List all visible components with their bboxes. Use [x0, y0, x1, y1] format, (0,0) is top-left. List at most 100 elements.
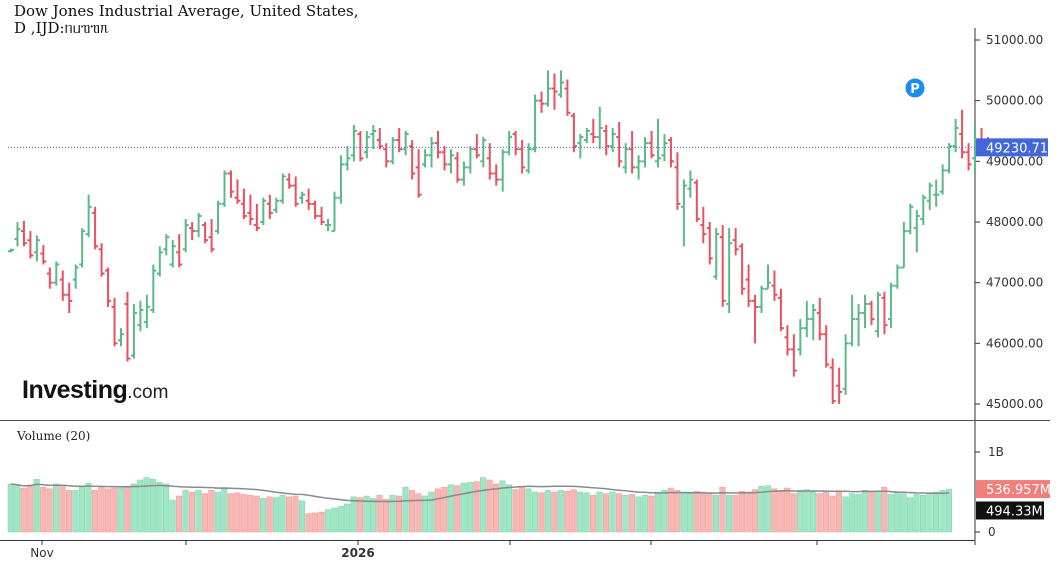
ohlc-bar [693, 179, 700, 222]
volume-bar [344, 503, 351, 533]
volume-bar [350, 496, 357, 533]
volume-bar [848, 493, 855, 533]
ohlc-bar [764, 264, 771, 290]
ohlc-bar [105, 267, 112, 307]
volume-bar [551, 491, 558, 533]
volume-bar [525, 488, 532, 533]
volume-bar [842, 496, 849, 533]
ohlc-bar [318, 206, 325, 226]
ohlc-bar [92, 206, 99, 250]
volume-bar [816, 493, 823, 533]
ohlc-bar [454, 152, 461, 183]
volume-bar [654, 491, 661, 533]
volume-bar [175, 495, 183, 533]
ohlc-bar [551, 73, 558, 110]
volume-bar [266, 496, 273, 533]
ohlc-bar [745, 264, 752, 307]
volume-bar [693, 490, 700, 533]
investing-logo[interactable]: Investing.com [22, 376, 168, 405]
ohlc-bar [150, 264, 157, 313]
ohlc-bar [20, 220, 27, 247]
ohlc-bar [499, 149, 506, 192]
volume-bar [855, 494, 862, 533]
ohlc-bar [532, 94, 539, 153]
ohlc-bar [221, 170, 228, 207]
volume-ma-badge [976, 501, 1044, 520]
ohlc-bar [667, 137, 674, 168]
volume-bar [531, 491, 538, 533]
volume-bar [790, 493, 797, 533]
ohlc-bar [609, 127, 616, 153]
ohlc-bar [14, 222, 21, 247]
ohlc-bar [176, 234, 183, 268]
volume-bar [751, 489, 758, 533]
volume-bar [712, 494, 720, 533]
volume-bar [188, 491, 196, 533]
volume-bar [27, 484, 34, 533]
price-tick-label: 46000.00 [986, 336, 1043, 350]
volume-bar [732, 494, 739, 533]
ohlc-bar [441, 146, 448, 171]
volume-bar [331, 507, 338, 533]
ohlc-bar [642, 137, 649, 168]
volume-bar [195, 490, 202, 533]
volume-bar [700, 491, 707, 533]
volume-bar [305, 513, 312, 533]
volume-bar [137, 479, 144, 533]
ohlc-bar [777, 288, 784, 332]
ohlc-bar [881, 291, 888, 335]
volume-panel-label: Volume (20) [17, 429, 91, 443]
volume-bar [538, 492, 545, 533]
title-line-2: D ,IJD:ᥒᥙᥓᥓᥰ [14, 19, 110, 37]
ohlc-bar [920, 194, 927, 226]
ohlc-bar [661, 134, 668, 162]
volume-bar [738, 490, 745, 533]
volume-bar [622, 494, 629, 533]
volume-bar [835, 491, 843, 533]
ohlc-bar [344, 146, 351, 171]
ohlc-bar [583, 127, 590, 144]
ohlc-bar [396, 127, 403, 153]
ohlc-bar [655, 118, 661, 168]
ohlc-bar [842, 334, 849, 395]
ohlc-bar [700, 206, 707, 244]
volume-bar [512, 489, 519, 533]
volume-bar [939, 490, 946, 533]
ohlc-bar [428, 137, 435, 168]
ohlc-bar [506, 131, 513, 156]
ohlc-bar [409, 140, 416, 180]
ohlc-bar [616, 121, 623, 168]
ohlc-bar [447, 149, 454, 174]
volume-bar [98, 486, 105, 533]
volume-bar [421, 495, 428, 533]
ohlc-bar [163, 234, 170, 256]
ohlc-bar [467, 146, 474, 174]
title-line-1: Dow Jones Industrial Average, United Sta… [14, 2, 359, 20]
volume-tick-label: 1B [988, 445, 1004, 459]
volume-bar [59, 485, 66, 533]
ohlc-bar [564, 79, 571, 116]
ohlc-bar [784, 325, 791, 356]
ohlc-bar [894, 264, 901, 289]
ohlc-bar [797, 319, 804, 356]
ohlc-bar [182, 218, 189, 253]
ohlc-bar [946, 143, 953, 174]
volume-bar [577, 491, 584, 533]
volume-bar [920, 494, 927, 533]
ohlc-bar [836, 367, 843, 404]
volume-bar [499, 480, 506, 533]
volume-bar [900, 493, 907, 533]
ohlc-bar [247, 194, 254, 226]
volume-bar [480, 477, 487, 533]
volume-bar [596, 491, 603, 533]
ohlc-bar [907, 203, 914, 235]
volume-bar [926, 493, 933, 533]
volume-bar [745, 491, 752, 533]
ohlc-bar [124, 291, 131, 362]
ohlc-bar [713, 228, 720, 280]
ohlc-bar [939, 164, 946, 195]
ohlc-bar [803, 300, 810, 338]
price-tick-label: 49000.00 [986, 154, 1043, 168]
volume-bar [240, 494, 247, 533]
